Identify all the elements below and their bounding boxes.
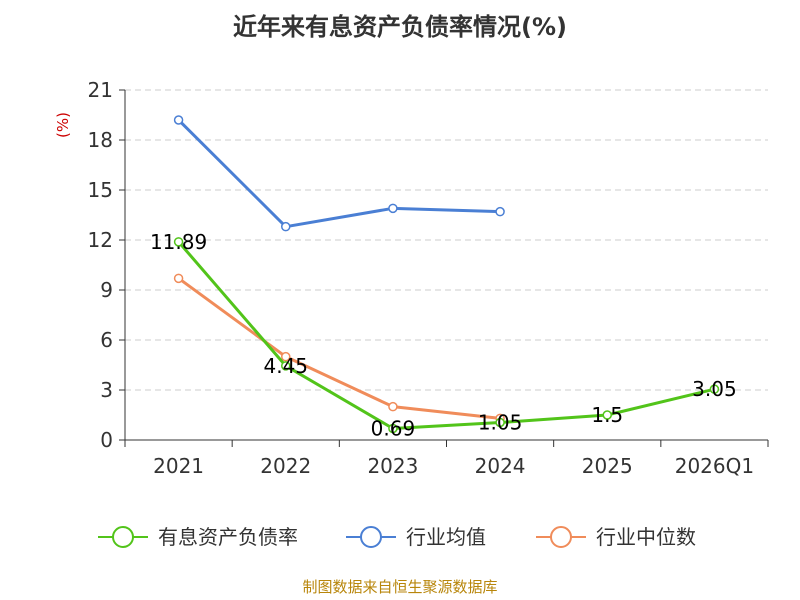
y-tick-label: 21 [88,78,113,102]
legend-item-1[interactable]: 有息资产负债率 [98,525,298,549]
y-tick-label: 12 [88,228,113,252]
data-point [173,273,184,284]
data-point [388,203,398,214]
x-tick-label: 2021 [153,454,204,478]
series-3 [173,273,505,424]
y-axis-unit: (%) [54,112,72,138]
data-point [388,423,398,434]
series-line [177,277,501,420]
legend-label: 有息资产负债率 [158,525,298,549]
data-point [281,361,291,371]
legend-marker [550,526,572,548]
series-line [177,118,501,229]
legend-label: 行业均值 [406,525,486,549]
series-2 [173,115,505,232]
data-label: 0.69 [371,417,416,441]
data-label: 1.05 [478,411,523,435]
y-tick-label: 9 [100,278,113,302]
data-labels: 11.89 4.45 0.69 1.05 1.5 3.05 [150,230,737,441]
chart-title: 近年来有息资产负债率情况(%) [233,13,567,41]
data-label: 11.89 [150,230,207,254]
y-tick-label: 6 [100,328,113,352]
x-tick-label: 2024 [475,454,526,478]
series-1 [173,237,720,434]
x-tick-label: 2023 [367,454,418,478]
legend-item-2[interactable]: 行业均值 [346,525,486,549]
legend-label: 行业中位数 [596,525,696,549]
y-tick-labels: 0 3 6 9 12 15 18 21 [88,78,113,452]
legend-marker [112,526,134,548]
x-tick-label: 2026Q1 [675,454,754,478]
data-point [173,115,184,125]
source-note: 制图数据来自恒生聚源数据库 [302,578,497,596]
x-tick-label: 2022 [260,454,311,478]
data-point [388,401,398,412]
data-point [281,221,291,232]
data-point [602,410,612,420]
data-point [495,417,505,428]
y-tick-label: 15 [88,178,113,202]
y-tick-label: 0 [100,428,113,452]
legend[interactable]: 有息资产负债率 行业均值 行业中位数 [98,525,696,549]
y-tick-label: 3 [100,378,113,402]
axes [119,89,769,447]
data-label: 3.05 [692,377,737,401]
grid-lines [125,89,768,391]
legend-marker [360,526,382,548]
data-point [173,237,184,247]
data-label: 1.5 [591,403,623,427]
series-line [177,240,715,430]
data-point [709,384,720,394]
data-label: 4.45 [263,354,308,378]
x-tick-label: 2025 [582,454,633,478]
legend-item-3[interactable]: 行业中位数 [536,525,696,549]
data-point [495,206,505,217]
series-lines [173,115,720,434]
y-tick-label: 18 [88,128,113,152]
x-tick-labels: 2021 2022 2023 2024 2025 2026Q1 [153,454,754,478]
data-point [281,351,291,362]
